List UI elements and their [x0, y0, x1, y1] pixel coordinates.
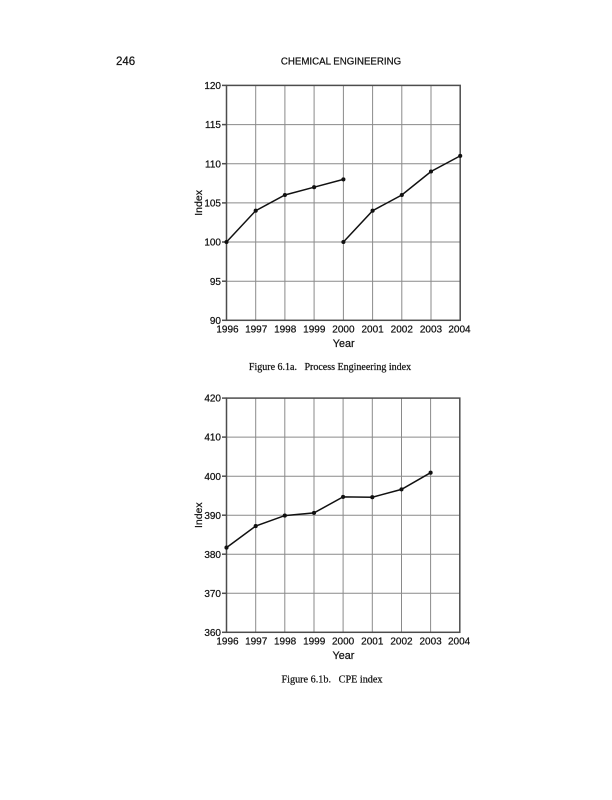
- svg-text:105: 105: [204, 199, 221, 210]
- svg-text:2000: 2000: [332, 324, 355, 335]
- svg-text:420: 420: [204, 394, 221, 405]
- svg-text:120: 120: [204, 81, 221, 92]
- svg-text:Year: Year: [332, 650, 354, 662]
- svg-text:400: 400: [204, 472, 221, 483]
- svg-text:2004: 2004: [448, 324, 471, 335]
- svg-text:2002: 2002: [390, 636, 413, 647]
- svg-text:1997: 1997: [245, 636, 268, 647]
- svg-text:Index: Index: [193, 189, 205, 215]
- svg-text:95: 95: [210, 277, 222, 288]
- svg-text:1998: 1998: [274, 324, 297, 335]
- svg-text:1996: 1996: [216, 324, 239, 335]
- svg-text:390: 390: [204, 511, 221, 522]
- svg-text:2003: 2003: [420, 324, 443, 335]
- svg-text:370: 370: [204, 589, 221, 600]
- svg-text:360: 360: [204, 628, 221, 639]
- svg-text:Figure 6.1b. CPE index: Figure 6.1b. CPE index: [281, 675, 382, 686]
- svg-text:1999: 1999: [303, 324, 326, 335]
- svg-text:Year: Year: [333, 338, 355, 350]
- svg-text:Figure 6.1a. Process Enginee: Figure 6.1a. Process Engineering index: [249, 362, 411, 373]
- svg-text:110: 110: [205, 159, 221, 170]
- svg-text:2001: 2001: [361, 324, 384, 335]
- svg-text:1997: 1997: [245, 324, 268, 335]
- svg-text:246: 246: [116, 56, 135, 68]
- svg-text:1998: 1998: [274, 636, 297, 647]
- svg-text:410: 410: [204, 433, 221, 444]
- svg-text:1996: 1996: [216, 636, 239, 647]
- svg-text:CHEMICAL ENGINEERING: CHEMICAL ENGINEERING: [281, 57, 401, 68]
- svg-text:380: 380: [204, 550, 221, 561]
- svg-text:2003: 2003: [419, 636, 442, 647]
- svg-text:1999: 1999: [303, 636, 326, 647]
- svg-text:2000: 2000: [332, 636, 355, 647]
- svg-text:Index: Index: [193, 502, 205, 528]
- svg-text:2004: 2004: [448, 636, 471, 647]
- svg-text:90: 90: [210, 316, 222, 327]
- svg-text:2001: 2001: [361, 636, 384, 647]
- svg-text:100: 100: [204, 238, 221, 249]
- svg-text:2002: 2002: [391, 324, 414, 335]
- svg-text:115: 115: [205, 120, 221, 131]
